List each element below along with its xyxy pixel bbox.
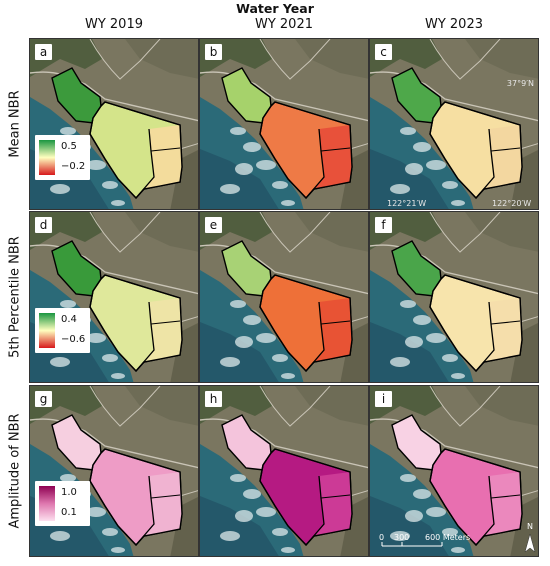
panel-letter-c: c bbox=[375, 44, 392, 60]
satellite-map-b bbox=[200, 39, 368, 209]
row-title-mean-nbr: Mean NBR bbox=[7, 90, 23, 158]
legend-max-label: 0.5 bbox=[61, 141, 77, 152]
panel-letter-f: f bbox=[375, 217, 392, 233]
legend-max-label: 0.4 bbox=[61, 314, 77, 325]
color-ramp bbox=[39, 486, 55, 521]
satellite-map-a bbox=[30, 39, 198, 209]
map-panel-d: d 0.4 −0.6 bbox=[29, 211, 199, 383]
map-panel-b: b bbox=[199, 38, 369, 210]
color-legend-row2: 1.0 0.1 bbox=[35, 481, 90, 526]
column-title-wy2021: WY 2021 bbox=[254, 17, 313, 32]
color-ramp bbox=[39, 313, 55, 348]
map-panel-g: g 1.0 0.1 bbox=[29, 385, 199, 557]
longitude-left-label: 122°21′W bbox=[387, 199, 427, 208]
map-panel-a: a 0.5 −0.2 bbox=[29, 38, 199, 210]
row-title-amplitude-nbr: Amplitude of NBR bbox=[7, 413, 23, 529]
east-parcel-g bbox=[136, 472, 182, 545]
color-legend-row1: 0.4 −0.6 bbox=[35, 308, 90, 353]
east-parcel-a bbox=[136, 125, 182, 198]
legend-max-label: 1.0 bbox=[61, 487, 77, 498]
map-panel-f: f bbox=[369, 211, 539, 383]
east-parcel-h bbox=[306, 472, 352, 545]
east-parcel-b bbox=[306, 125, 352, 198]
satellite-map-i bbox=[370, 386, 538, 556]
satellite-map-f bbox=[370, 212, 538, 382]
scale-label-tick2: 600 Meters bbox=[425, 533, 471, 542]
panel-letter-g: g bbox=[35, 391, 52, 407]
panel-letter-h: h bbox=[205, 391, 222, 407]
map-panel-i: i 0 300 600 Meters N bbox=[369, 385, 539, 557]
scale-label-tick1: 300 bbox=[394, 533, 410, 542]
column-title-wy2019: WY 2019 bbox=[84, 17, 143, 32]
longitude-right-label: 122°20′W bbox=[492, 199, 532, 208]
super-title: Water Year bbox=[236, 1, 314, 16]
satellite-map-g bbox=[30, 386, 198, 556]
satellite-map-e bbox=[200, 212, 368, 382]
panel-letter-e: e bbox=[205, 217, 222, 233]
satellite-map-d bbox=[30, 212, 198, 382]
legend-min-label: −0.2 bbox=[61, 161, 86, 172]
east-parcel-d bbox=[136, 298, 182, 371]
legend-min-label: 0.1 bbox=[61, 507, 77, 518]
scale-bar bbox=[381, 542, 443, 547]
panel-letter-d: d bbox=[35, 217, 52, 233]
panel-letter-a: a bbox=[35, 44, 52, 60]
map-panel-c: c 37°9′N 122°21′W 122°20′W bbox=[369, 38, 539, 210]
color-legend-row0: 0.5 −0.2 bbox=[35, 135, 90, 180]
latitude-label: 37°9′N bbox=[506, 79, 534, 88]
north-label: N bbox=[527, 522, 533, 531]
satellite-map-h bbox=[200, 386, 368, 556]
east-parcel-i bbox=[476, 472, 522, 545]
legend-min-label: −0.6 bbox=[61, 334, 86, 345]
map-panel-h: h bbox=[199, 385, 369, 557]
column-title-wy2023: WY 2023 bbox=[424, 17, 483, 32]
panel-letter-i: i bbox=[375, 391, 392, 407]
color-ramp bbox=[39, 140, 55, 175]
east-parcel-c bbox=[476, 125, 522, 198]
north-arrow-icon bbox=[524, 533, 536, 553]
scale-label-tick0: 0 bbox=[379, 533, 385, 542]
row-title-5th-percentile-nbr: 5th Percentile NBR bbox=[7, 236, 23, 358]
satellite-map-c bbox=[370, 39, 538, 209]
east-parcel-e bbox=[306, 298, 352, 371]
east-parcel-f bbox=[476, 298, 522, 371]
panel-letter-b: b bbox=[205, 44, 222, 60]
map-panel-e: e bbox=[199, 211, 369, 383]
